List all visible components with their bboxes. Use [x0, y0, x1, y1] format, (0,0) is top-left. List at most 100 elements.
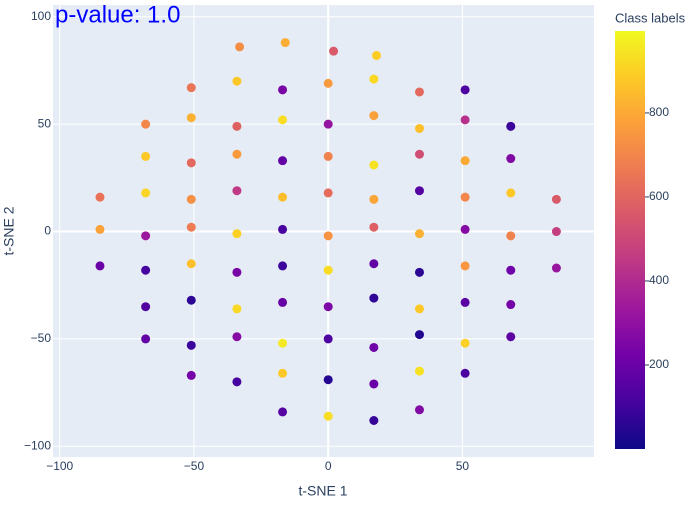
- point: [551, 263, 561, 273]
- point: [232, 186, 242, 196]
- point: [460, 156, 470, 166]
- point: [95, 224, 105, 234]
- y-axis-title: t-SNE 2: [1, 206, 17, 255]
- x-tick-label: −100: [46, 459, 73, 473]
- point: [369, 259, 379, 269]
- point: [506, 265, 516, 275]
- point: [414, 229, 424, 239]
- point: [372, 50, 382, 60]
- point: [323, 78, 333, 88]
- point: [186, 295, 196, 305]
- point: [323, 231, 333, 241]
- point: [95, 261, 105, 271]
- point: [506, 188, 516, 198]
- point: [551, 194, 561, 204]
- colorbar-tick-label: 800: [649, 105, 669, 119]
- point: [95, 192, 105, 202]
- point: [186, 158, 196, 168]
- x-axis-title: t-SNE 1: [298, 483, 347, 499]
- point: [278, 156, 288, 166]
- point: [186, 340, 196, 350]
- point: [323, 334, 333, 344]
- point: [278, 115, 288, 125]
- colorbar-tick-label: 600: [649, 189, 669, 203]
- point: [460, 224, 470, 234]
- point: [232, 229, 242, 239]
- point: [369, 342, 379, 352]
- colorbar: [615, 31, 645, 449]
- y-tick-label: 100: [31, 9, 51, 23]
- colorbar-title: Class labels: [615, 10, 686, 25]
- x-tick-label: −50: [184, 459, 205, 473]
- point: [141, 334, 151, 344]
- point: [186, 113, 196, 123]
- x-tick-label: 50: [456, 459, 470, 473]
- point: [460, 85, 470, 95]
- point: [369, 111, 379, 121]
- point: [323, 302, 333, 312]
- point: [414, 123, 424, 133]
- point: [141, 265, 151, 275]
- y-tick-label: 50: [38, 116, 52, 130]
- y-tick-label: −50: [31, 331, 52, 345]
- point: [551, 227, 561, 237]
- point: [369, 194, 379, 204]
- y-tick-label: −100: [24, 438, 51, 452]
- point: [232, 149, 242, 159]
- point: [414, 149, 424, 159]
- annotation: p-value: 1.0: [55, 1, 180, 28]
- point: [323, 411, 333, 421]
- point: [414, 186, 424, 196]
- point: [280, 38, 290, 48]
- point: [278, 297, 288, 307]
- point: [232, 332, 242, 342]
- point: [369, 74, 379, 84]
- point: [414, 405, 424, 415]
- colorbar-tick-label: 400: [649, 273, 669, 287]
- point: [323, 188, 333, 198]
- point: [414, 87, 424, 97]
- point: [369, 379, 379, 389]
- point: [186, 194, 196, 204]
- point: [232, 304, 242, 314]
- point: [278, 224, 288, 234]
- point: [141, 151, 151, 161]
- point: [232, 121, 242, 131]
- point: [235, 42, 245, 52]
- point: [141, 188, 151, 198]
- point: [186, 370, 196, 380]
- point: [414, 304, 424, 314]
- y-tick-label: 0: [44, 224, 51, 238]
- point: [141, 302, 151, 312]
- point: [414, 267, 424, 277]
- point: [278, 85, 288, 95]
- point: [414, 366, 424, 376]
- point: [369, 415, 379, 425]
- point: [141, 231, 151, 241]
- point: [329, 46, 339, 56]
- point: [460, 261, 470, 271]
- point: [141, 119, 151, 129]
- point: [186, 222, 196, 232]
- point: [278, 407, 288, 417]
- point: [323, 119, 333, 129]
- point: [278, 192, 288, 202]
- point: [323, 151, 333, 161]
- point: [460, 338, 470, 348]
- point: [186, 83, 196, 93]
- point: [460, 192, 470, 202]
- point: [460, 115, 470, 125]
- point: [278, 368, 288, 378]
- point: [506, 121, 516, 131]
- point: [186, 259, 196, 269]
- point: [278, 261, 288, 271]
- point: [369, 293, 379, 303]
- point: [506, 231, 516, 241]
- point: [323, 265, 333, 275]
- point: [369, 222, 379, 232]
- point: [506, 332, 516, 342]
- point: [232, 377, 242, 387]
- point: [232, 76, 242, 86]
- point: [369, 160, 379, 170]
